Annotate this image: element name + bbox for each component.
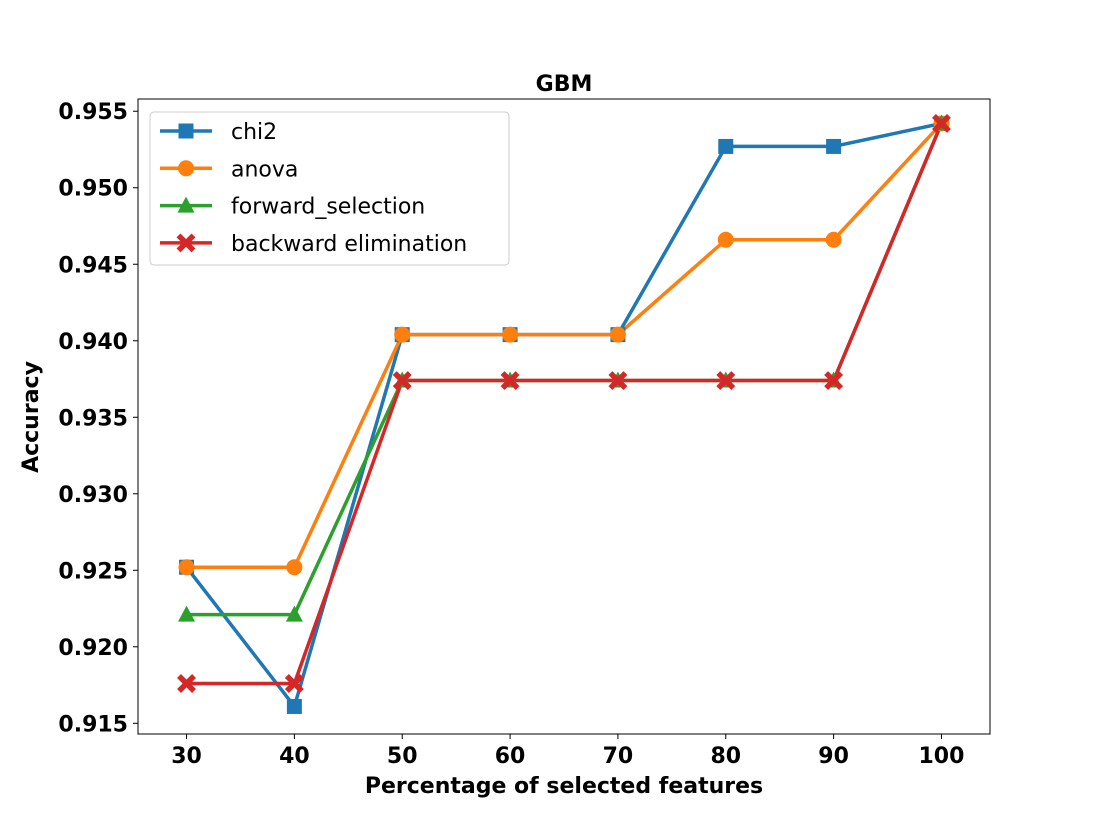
y-tick-label: 0.920 — [58, 636, 128, 661]
data-point-anova — [178, 559, 195, 576]
legend-box — [149, 111, 510, 266]
x-axis: 30 40 50 60 70 80 90 100 — [171, 734, 964, 769]
data-point-backward-elimination — [284, 674, 304, 693]
y-tick-label: 0.925 — [58, 559, 128, 584]
data-point-chi2 — [286, 698, 302, 714]
x-tick-label: 90 — [818, 744, 849, 769]
legend-marker-backward-elimination — [176, 233, 196, 253]
legend-label-anova: anova — [231, 157, 298, 182]
data-point-backward-elimination — [392, 371, 412, 390]
series-lines-layer — [185, 121, 944, 709]
y-tick-label: 0.955 — [58, 100, 128, 125]
legend: chi2 anova forward_selection backward elimi… — [149, 111, 510, 266]
data-point-forward-selection — [178, 605, 196, 622]
data-point-forward-selection — [285, 605, 303, 622]
legend-marker-forward-selection — [177, 196, 195, 213]
legend-marker-anova — [178, 160, 194, 177]
x-tick-label: 50 — [387, 744, 418, 769]
data-point-backward-elimination — [716, 371, 736, 390]
y-tick-label: 0.940 — [58, 330, 128, 355]
data-point-anova — [286, 559, 303, 576]
series-markers-layer — [177, 114, 951, 714]
x-tick-label: 60 — [495, 744, 526, 769]
chart-title: GBM — [536, 72, 593, 97]
x-tick-label: 80 — [710, 744, 741, 769]
x-tick-label: 70 — [603, 744, 634, 769]
legend-label-chi2: chi2 — [231, 120, 277, 145]
y-tick-label: 0.945 — [58, 253, 128, 278]
y-tick-label: 0.915 — [58, 712, 128, 737]
legend-marker-chi2 — [178, 123, 194, 139]
y-axis-title: Accuracy — [19, 361, 44, 473]
y-tick-label: 0.930 — [58, 483, 128, 508]
data-point-anova — [825, 231, 842, 248]
data-point-chi2 — [826, 138, 842, 154]
legend-label-forward-selection: forward_selection — [231, 195, 425, 220]
y-axis: 0.915 0.920 0.925 0.930 0.935 0.940 0.945 0.950… — [58, 100, 138, 737]
data-point-anova — [717, 231, 734, 248]
data-point-backward-elimination — [932, 114, 951, 133]
x-tick-label: 100 — [918, 744, 964, 769]
data-point-anova — [502, 326, 519, 343]
y-tick-label: 0.950 — [58, 177, 128, 202]
x-axis-title: Percentage of selected features — [365, 774, 763, 799]
data-point-backward-elimination — [608, 371, 628, 390]
legend-label-backward-elimination: backward elimination — [231, 232, 467, 257]
series-line-backward-elimination — [186, 122, 944, 686]
data-point-backward-elimination — [824, 371, 844, 390]
y-tick-label: 0.935 — [58, 406, 128, 431]
data-point-anova — [394, 326, 411, 343]
data-point-chi2 — [718, 138, 734, 154]
plot-frame — [137, 98, 991, 735]
x-tick-label: 30 — [171, 744, 202, 769]
data-point-backward-elimination — [177, 674, 196, 693]
x-tick-label: 40 — [279, 744, 310, 769]
data-point-backward-elimination — [500, 371, 520, 390]
series-line-anova — [186, 122, 943, 569]
data-point-anova — [609, 326, 626, 343]
